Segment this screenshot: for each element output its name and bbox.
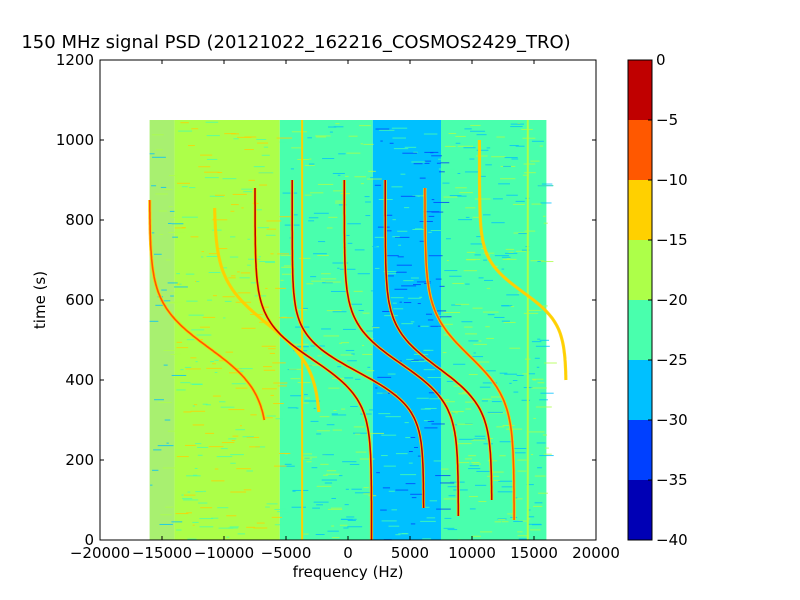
- x-tick-label: 0: [343, 544, 353, 562]
- heatmap-band-3: [372, 120, 441, 540]
- y-tick-label: 1000: [56, 131, 94, 149]
- colorbar-level-4: [628, 240, 652, 300]
- plot-area: [148, 120, 568, 540]
- y-tick-label: 200: [65, 451, 94, 469]
- colorbar-level-0: [628, 480, 652, 540]
- colorbar-level-1: [628, 420, 652, 480]
- doppler-trace-2: [254, 188, 373, 540]
- y-tick-label: 0: [84, 531, 94, 549]
- x-tick-label: −10000: [194, 544, 254, 562]
- colorbar-tick-label: −25: [656, 351, 688, 369]
- x-tick-label: −20000: [70, 544, 130, 562]
- colorbar-level-5: [628, 180, 652, 240]
- colorbar-tick-label: −35: [656, 471, 688, 489]
- x-tick-label: 10000: [448, 544, 496, 562]
- colorbar-tick-label: −20: [656, 291, 688, 309]
- y-tick-label: 1200: [56, 51, 94, 69]
- colorbar-level-2: [628, 360, 652, 420]
- x-tick-label: 20000: [572, 544, 620, 562]
- x-tick-label: 5000: [391, 544, 429, 562]
- doppler-trace-5: [384, 180, 493, 500]
- x-tick-label: −5000: [261, 544, 312, 562]
- heatmap-band-2: [279, 120, 373, 540]
- colorbar-tick-label: −40: [656, 531, 688, 549]
- colorbar-level-3: [628, 300, 652, 360]
- heatmap-band-0: [149, 120, 175, 540]
- doppler-trace-7: [478, 140, 567, 381]
- y-tick-label: 600: [65, 291, 94, 309]
- colorbar-tick-label: −30: [656, 411, 688, 429]
- x-tick-label: 15000: [510, 544, 558, 562]
- x-tick-label: −15000: [132, 544, 192, 562]
- colorbar-tick-label: −10: [656, 171, 688, 189]
- chart-title: 150 MHz signal PSD (20121022_162216_COSM…: [21, 32, 570, 53]
- doppler-trace-0: [148, 199, 266, 421]
- colorbar-tick-label: 0: [656, 51, 666, 69]
- colorbar-level-6: [628, 120, 652, 180]
- colorbar-level-7: [628, 60, 652, 120]
- doppler-trace-6: [424, 188, 515, 520]
- y-tick-label: 400: [65, 371, 94, 389]
- heatmap-band-1: [174, 120, 280, 540]
- x-axis: −20000 −15000 −10000 −5000 0 5000 10000 15000 20…: [70, 60, 620, 562]
- colorbar-tick-label: −5: [656, 111, 678, 129]
- y-axis: 0 200 400 600 800 1000 1200: [56, 51, 596, 549]
- doppler-trace-1: [213, 207, 320, 413]
- y-tick-label: 800: [65, 211, 94, 229]
- y-axis-label: time (s): [31, 271, 49, 329]
- colorbar: 0 −5 −10 −15 −20 −25 −30 −35 −40: [627, 51, 688, 549]
- colorbar-tick-label: −15: [656, 231, 688, 249]
- x-axis-label: frequency (Hz): [293, 563, 404, 581]
- doppler-trace-3: [291, 180, 425, 508]
- doppler-trace-4: [343, 180, 460, 516]
